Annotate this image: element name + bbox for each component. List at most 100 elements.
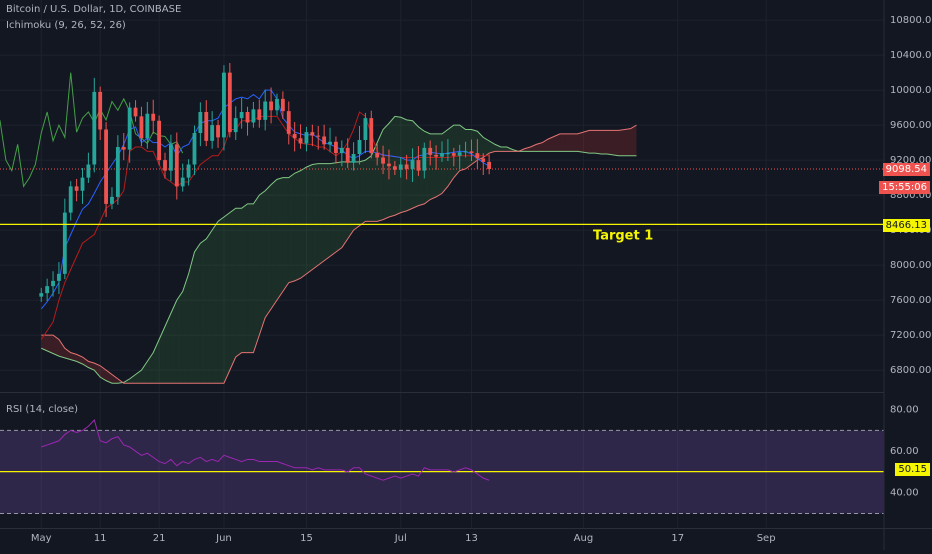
candle-body [434,154,439,157]
candle-body [445,153,450,155]
last-price-tag: 9098.54 [882,163,930,176]
cloud-segment [565,133,572,152]
cloud-segment [259,190,266,336]
candle-body [263,101,268,120]
cloud-segment [135,370,142,384]
cloud-segment [347,161,354,239]
candle-body [357,140,362,154]
cloud-segment [206,230,213,384]
candle-body [375,153,380,158]
candle-body [322,136,327,145]
candle-body [469,151,474,154]
cloud-segment [406,119,413,211]
candle-body [481,158,486,162]
symbol-legend[interactable]: Bitcoin / U.S. Dollar, 1D, COINBASE [6,4,182,15]
rsi-legend[interactable]: RSI (14, close) [6,404,79,415]
cloud-segment [111,374,118,384]
candle-body [192,133,197,165]
cloud-segment [188,252,195,384]
candle-body [381,157,385,164]
cloud-segment [618,129,625,156]
candle-body [334,141,338,154]
cloud-segment [229,208,236,371]
cloud-segment [394,116,401,216]
cloud-segment [288,173,295,283]
y-tick-label: 10000.00 [890,85,932,96]
cloud-segment [500,147,507,152]
candle-body [410,160,415,169]
candle-body [121,147,126,150]
candle-body [369,118,374,154]
cloud-segment [553,133,560,152]
cloud-segment [94,363,101,378]
candle-body [363,118,368,140]
candle-body [457,152,462,156]
candle-body [51,280,55,287]
cloud-segment [559,133,566,152]
y-tick-label: 8000.00 [890,260,931,271]
cloud-segment [306,164,313,274]
candle-body [316,135,321,137]
ichimoku-legend[interactable]: Ichimoku (9, 26, 52, 26) [6,20,126,31]
cloud-segment [388,116,395,217]
y-tick-label: 10800.00 [890,15,932,26]
cloud-segment [571,133,578,152]
candle-body [269,101,274,111]
candle-body [422,147,427,171]
cloud-segment [294,170,301,281]
cloud-segment [53,335,59,357]
price-overlays: Target 1 [0,168,884,243]
candles [39,63,492,302]
cloud-segment [241,203,248,353]
candle-body [239,112,244,119]
rsi-y-tick-label: 80.00 [890,405,919,416]
candle-body [110,196,114,204]
cloud-segment [495,144,501,152]
cloud-segment [459,125,466,171]
candle-body [339,147,344,154]
x-tick-label: Sep [757,533,776,544]
candle-body [416,160,421,171]
ichimoku-cloud [41,115,637,384]
cloud-segment [630,125,637,156]
cloud-segment [324,163,331,261]
candle-body [157,120,162,161]
target-price-tag: 8466.13 [882,219,930,232]
candle-body [251,109,256,123]
cloud-segment [483,137,490,158]
cloud-segment [335,161,342,252]
cloud-segment [430,133,437,200]
candle-body [292,133,297,139]
candle-body [304,132,309,144]
y-tick-label: 8800.00 [890,190,931,201]
candle-body [451,153,456,156]
cloud-segment [218,217,224,384]
cloud-segment [477,131,484,161]
cloud-segment [147,352,154,384]
leading-span-b-line [41,124,637,384]
candle-body [286,111,291,134]
lagging-span-line [0,72,184,188]
rsi-value-tag: 50.15 [895,463,930,476]
y-tick-label: 9600.00 [890,120,931,131]
candle-body [210,125,215,141]
cloud-segment [129,374,136,384]
cloud-segment [223,212,230,384]
cloud-segment [341,161,348,248]
candle-body [487,161,492,170]
cloud-segment [282,177,289,292]
cloud-segment [247,203,254,353]
candle-body [163,160,167,171]
cloud-segment [194,243,201,384]
candle-body [275,98,279,111]
candle-body [98,91,103,130]
y-tick-label: 6800.00 [890,365,931,376]
candle-body [428,147,433,155]
cloud-segment [583,130,590,154]
cloud-segment [253,195,260,353]
y-tick-label: 7600.00 [890,295,931,306]
candle-body [440,153,444,157]
